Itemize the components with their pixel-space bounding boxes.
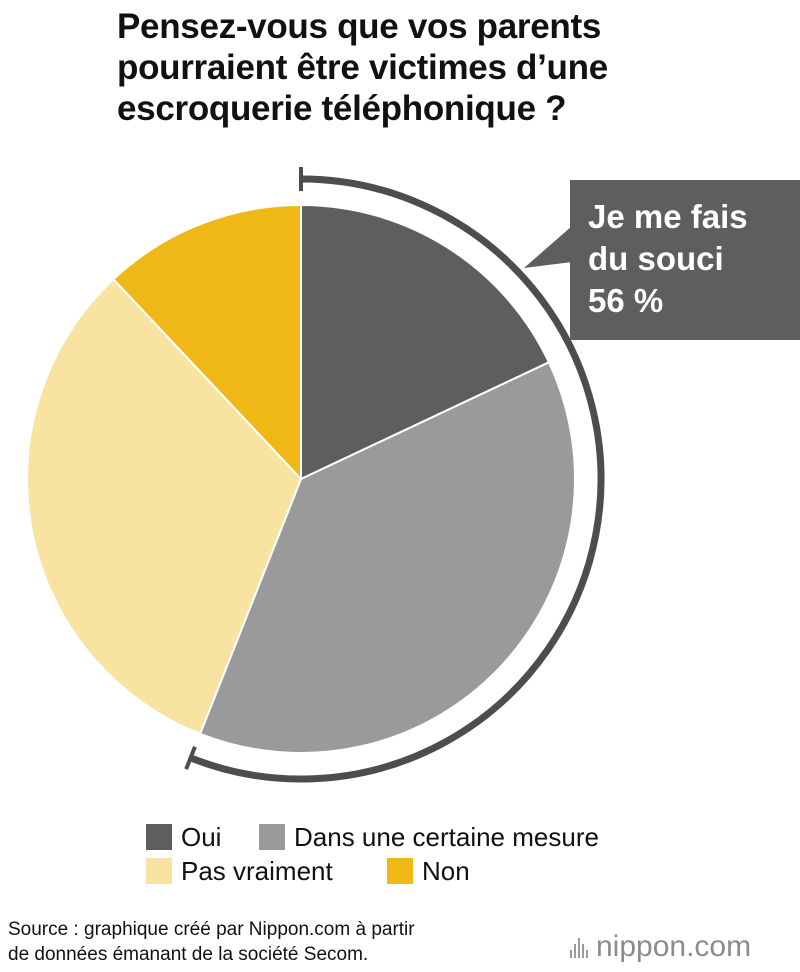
chart-title-line-3: escroquerie téléphonique ?	[117, 89, 567, 128]
legend-label-oui: Oui	[181, 822, 222, 852]
chart-title-line-2: pourraient être victimes d’une	[117, 48, 608, 87]
pie-slice-non	[112, 204, 302, 480]
chart-title: Pensez-vous que vos parents pourraient ê…	[117, 6, 757, 129]
legend-swatch-certaine-mesure	[259, 824, 285, 850]
worry-bracket-end-tick	[184, 746, 197, 770]
legend-item-non: Non	[387, 854, 470, 888]
source-line-1: Source : graphique créé par Nippon.com à…	[8, 919, 415, 940]
nippon-bars-icon	[570, 936, 590, 958]
pie-slice-certaine-mesure	[199, 361, 576, 754]
chart-title-line-1: Pensez-vous que vos parents	[117, 7, 602, 46]
legend-item-certaine-mesure: Dans une certaine mesure	[259, 820, 599, 854]
worry-bracket-arc	[189, 175, 605, 783]
source-note: Source : graphique créé par Nippon.com à…	[8, 917, 568, 967]
legend-item-pas-vraiment: Pas vraiment	[146, 854, 333, 888]
callout-line-1: Je me fais	[588, 198, 748, 235]
legend-label-non: Non	[422, 856, 470, 886]
callout-pointer	[524, 226, 572, 268]
nippon-logo: nippon .com	[570, 930, 751, 964]
legend-item-oui: Oui	[146, 820, 221, 854]
legend-label-certaine-mesure: Dans une certaine mesure	[294, 822, 599, 852]
logo-suffix: .com	[686, 930, 752, 963]
legend-swatch-non	[387, 858, 413, 884]
source-line-2: de données émanant de la société Secom.	[8, 944, 369, 965]
pie-slice-pas-vraiment	[26, 278, 302, 735]
pie-slice-oui	[300, 204, 550, 480]
legend-label-pas-vraiment: Pas vraiment	[181, 856, 333, 886]
worry-callout: Je me fais du souci 56 %	[570, 180, 800, 340]
callout-line-3: 56 %	[588, 282, 664, 319]
callout-line-2: du souci	[588, 240, 724, 277]
legend-swatch-pas-vraiment	[146, 858, 172, 884]
legend-swatch-oui	[146, 824, 172, 850]
logo-name: nippon	[596, 930, 687, 963]
